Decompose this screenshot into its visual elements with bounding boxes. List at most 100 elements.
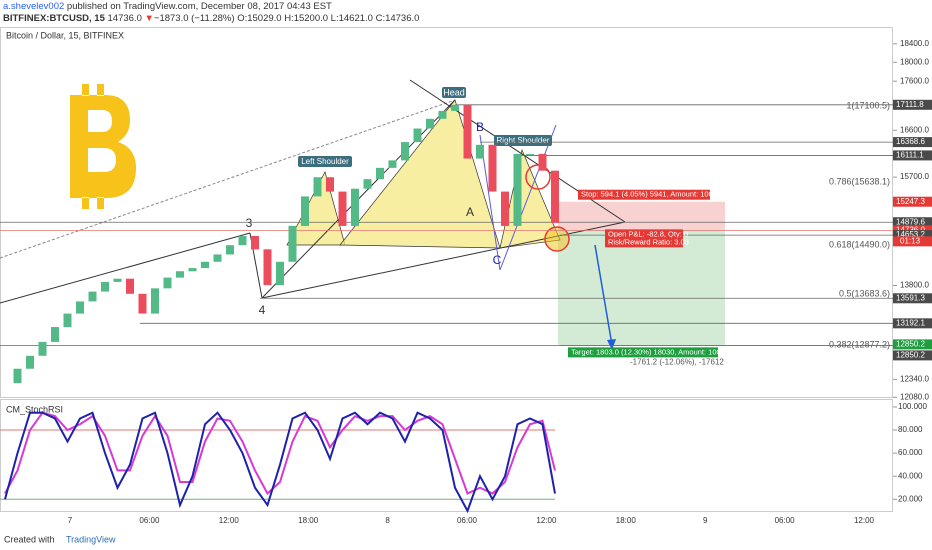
trendline — [0, 232, 251, 304]
pane-title: Bitcoin / Dollar, 15, BITFINEX — [6, 30, 124, 40]
price-box — [893, 196, 932, 207]
x-tick-label: 7 — [68, 516, 73, 525]
candle — [438, 110, 447, 119]
y-tick-label: 18000.0 — [900, 57, 929, 66]
candle — [488, 144, 497, 192]
stoch-title: CM_StochRSI — [6, 404, 63, 414]
x-tick-label: 06:00 — [775, 516, 796, 525]
y-tick-label: 15700.0 — [900, 172, 929, 181]
candle — [551, 170, 559, 223]
candle — [426, 118, 434, 129]
candle — [126, 278, 134, 294]
pattern — [339, 99, 501, 249]
candle — [326, 177, 334, 192]
y-tick-label: 17600.0 — [900, 76, 929, 85]
point-label: C — [493, 253, 502, 267]
trade-label: Risk/Reward Ratio: 3.03 — [608, 237, 689, 246]
y-tick-label: 16600.0 — [900, 125, 929, 134]
price-box-label: 14653.2 — [896, 230, 925, 239]
drawings — [0, 79, 725, 350]
candle — [201, 261, 209, 269]
label-box — [442, 87, 466, 98]
header-line: a.shevelev002 published on TradingView.c… — [3, 1, 332, 12]
trendline — [0, 99, 456, 259]
candle — [476, 144, 484, 159]
footer-brand[interactable]: TradingView — [66, 534, 116, 544]
candle — [88, 291, 97, 302]
price-box — [893, 99, 932, 110]
trade-box — [605, 237, 683, 248]
y-tick-label: 12340.0 — [900, 375, 929, 384]
right-shoulder-label: Right Shoulder — [497, 136, 550, 145]
y-tick-label: 100.000 — [898, 402, 927, 411]
candle — [463, 104, 472, 159]
symbol: BITFINEX:BTCUSD, 15 — [3, 13, 105, 24]
candle — [38, 341, 47, 356]
last: 14736.0 — [107, 13, 142, 24]
price-box-label: 15247.3 — [896, 197, 925, 206]
price-box-label: 17111.8 — [896, 100, 924, 109]
candle — [13, 368, 22, 384]
x-tick-label: 12:00 — [854, 516, 875, 525]
candle — [513, 153, 522, 226]
published: published on TradingView.com, December 0… — [66, 1, 332, 12]
y-tick-label: 12080.0 — [900, 392, 929, 401]
x-tick-label: 8 — [385, 516, 390, 525]
candle — [301, 196, 309, 226]
arrowhead — [607, 339, 616, 350]
candle — [51, 327, 59, 342]
candle — [138, 293, 147, 314]
trade-box — [568, 347, 718, 358]
candle — [363, 179, 372, 189]
trade-label: Stop: 594.1 (4.05%) 5941, Amount: 1000 — [581, 190, 717, 199]
drop-label: -1761.2 (-12.06%), -17612 — [630, 357, 724, 366]
highlight — [525, 164, 551, 190]
price-box-label: 12850.2 — [896, 339, 925, 348]
price-box — [893, 350, 932, 361]
price-pane — [0, 27, 893, 398]
arrow — [594, 244, 613, 346]
stoch-pane — [0, 399, 893, 512]
point-label: A — [466, 205, 474, 219]
candle — [176, 271, 184, 278]
candle — [163, 277, 172, 289]
ohlc: O:15029.0 H:15200.0 L:14621.0 C:14736.0 — [237, 13, 420, 24]
trade-box — [578, 189, 710, 200]
candle — [76, 301, 84, 314]
price-box-label: 13192.1 — [896, 318, 925, 327]
highlight — [544, 226, 570, 252]
x-tick-label: 9 — [703, 516, 708, 525]
stop-zone — [558, 201, 725, 231]
candle — [526, 153, 534, 155]
price-box — [893, 293, 932, 304]
trade-label: Open P&L: -82.8, Qty: 0 — [608, 229, 688, 238]
left-shoulder-label: Left Shoulder — [301, 157, 349, 166]
candle — [538, 153, 547, 171]
countdown-box — [893, 236, 932, 247]
candle — [376, 167, 384, 180]
fib-label: 0.5(13683.6) — [839, 288, 890, 298]
price-box-label: 16111.1 — [896, 151, 924, 160]
candle — [351, 188, 359, 226]
price-box-label: 13591.3 — [896, 293, 925, 302]
price-box-label: 16368.6 — [896, 137, 925, 146]
candle — [151, 288, 159, 314]
candle — [451, 104, 459, 111]
fib-label: 0.382(12877.2) — [829, 339, 890, 349]
candle — [288, 225, 297, 262]
candle — [226, 245, 234, 255]
candle — [413, 128, 422, 143]
candle — [113, 278, 122, 282]
y-tick-label: 20.000 — [898, 494, 923, 503]
label-box — [298, 156, 352, 167]
candle — [101, 281, 109, 292]
author[interactable]: a.shevelev002 — [3, 1, 65, 12]
price-box — [893, 230, 932, 241]
point-label: B — [476, 120, 484, 134]
candle — [501, 191, 509, 226]
candle — [63, 313, 72, 328]
head-label: Head — [443, 87, 465, 97]
target-zone — [558, 230, 725, 346]
countdown: 01:13 — [900, 236, 921, 245]
candle — [276, 261, 284, 286]
